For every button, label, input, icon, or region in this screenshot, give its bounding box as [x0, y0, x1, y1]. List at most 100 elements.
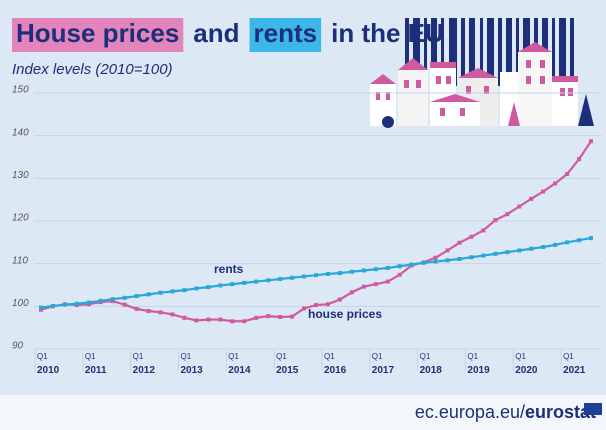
data-point [290, 275, 295, 280]
title-highlight [12, 18, 184, 52]
source: ec.europa.eu/eurostat [415, 402, 596, 422]
y-tick-label: 100 [12, 298, 29, 309]
data-point [517, 248, 522, 253]
data-point [325, 271, 330, 276]
data-point [457, 256, 462, 261]
data-point [314, 303, 318, 308]
data-point [146, 292, 151, 297]
data-point [421, 260, 426, 265]
data-point [266, 278, 271, 283]
data-point [86, 300, 91, 305]
data-point [39, 305, 43, 310]
data-point [589, 139, 593, 144]
data-point [349, 269, 354, 274]
title-segment: rents [254, 18, 318, 48]
data-point [194, 318, 199, 323]
data-point [206, 317, 211, 322]
data-point [254, 315, 259, 320]
data-point [218, 283, 223, 288]
data-point [397, 272, 402, 277]
data-point [373, 282, 378, 287]
data-point [577, 238, 582, 243]
data-point [302, 274, 307, 279]
data-point [385, 279, 390, 284]
data-point [529, 246, 534, 251]
data-point [170, 312, 175, 317]
data-point [146, 309, 151, 314]
source-part: ec.europa.eu/ [415, 402, 525, 422]
y-tick-label: 110 [12, 255, 28, 266]
series-label: house prices [308, 307, 382, 321]
data-point [517, 204, 522, 209]
data-point [589, 236, 593, 241]
x-tick-label: Q1 2014 [228, 352, 251, 376]
data-point [373, 267, 378, 272]
data-point [242, 319, 247, 324]
chart-subtitle: Index levels (2010=100) [12, 61, 173, 78]
data-point [457, 240, 462, 245]
x-tick-label: Q1 2013 [180, 352, 203, 376]
data-point [290, 314, 295, 319]
data-point [529, 196, 534, 201]
footer-band [0, 395, 606, 430]
data-point [62, 302, 67, 307]
data-point [266, 314, 271, 319]
source-part: eurostat [525, 402, 596, 422]
title-highlight [249, 18, 322, 52]
city-illustration [370, 18, 594, 128]
data-point [39, 307, 43, 312]
title-segment: House prices [16, 18, 179, 48]
data-point [182, 288, 187, 293]
data-point [278, 315, 283, 319]
title-segment: in the EU [331, 18, 444, 48]
data-point [493, 218, 498, 223]
data-point [242, 280, 247, 285]
data-point [254, 279, 259, 284]
eu-flag [584, 403, 602, 415]
data-point [230, 319, 235, 324]
series-label: rents [214, 262, 244, 276]
data-point [541, 245, 546, 250]
data-point [50, 303, 55, 308]
x-tick-label: Q1 2018 [420, 352, 443, 376]
data-point [110, 299, 115, 304]
data-point [565, 172, 570, 177]
data-point [158, 310, 163, 315]
data-point [361, 284, 366, 289]
data-point [433, 259, 438, 264]
data-point [445, 258, 450, 263]
data-point [469, 234, 474, 239]
data-point [122, 302, 127, 307]
y-tick-label: 90 [12, 341, 24, 352]
y-tick-label: 120 [12, 213, 29, 224]
x-tick-label: Q1 2021 [563, 352, 586, 376]
data-point [314, 273, 318, 278]
data-point [110, 297, 115, 302]
x-tick-label: Q1 2011 [85, 352, 107, 376]
data-point [433, 255, 438, 260]
data-point [206, 285, 211, 290]
data-point [385, 265, 390, 270]
data-point [122, 295, 127, 300]
x-tick-label: Q1 2016 [324, 352, 347, 376]
data-point [469, 255, 474, 260]
y-tick-label: 130 [12, 170, 29, 181]
data-point [505, 250, 510, 255]
y-tick-label: 140 [12, 127, 29, 138]
data-point [481, 228, 486, 233]
data-point [218, 317, 223, 322]
data-point [170, 289, 175, 294]
chart-title: House prices and rents in the EU [12, 18, 444, 52]
data-point [302, 306, 307, 311]
data-point [409, 262, 414, 267]
y-tick-label: 150 [12, 85, 29, 96]
data-point [577, 157, 582, 162]
data-point [481, 253, 486, 258]
x-tick-label: Q1 2012 [133, 352, 156, 376]
x-tick-label: Q1 2020 [515, 352, 538, 376]
data-point [445, 248, 450, 253]
x-tick-label: Q1 2010 [37, 352, 60, 376]
data-point [194, 286, 199, 291]
data-point [349, 290, 354, 295]
